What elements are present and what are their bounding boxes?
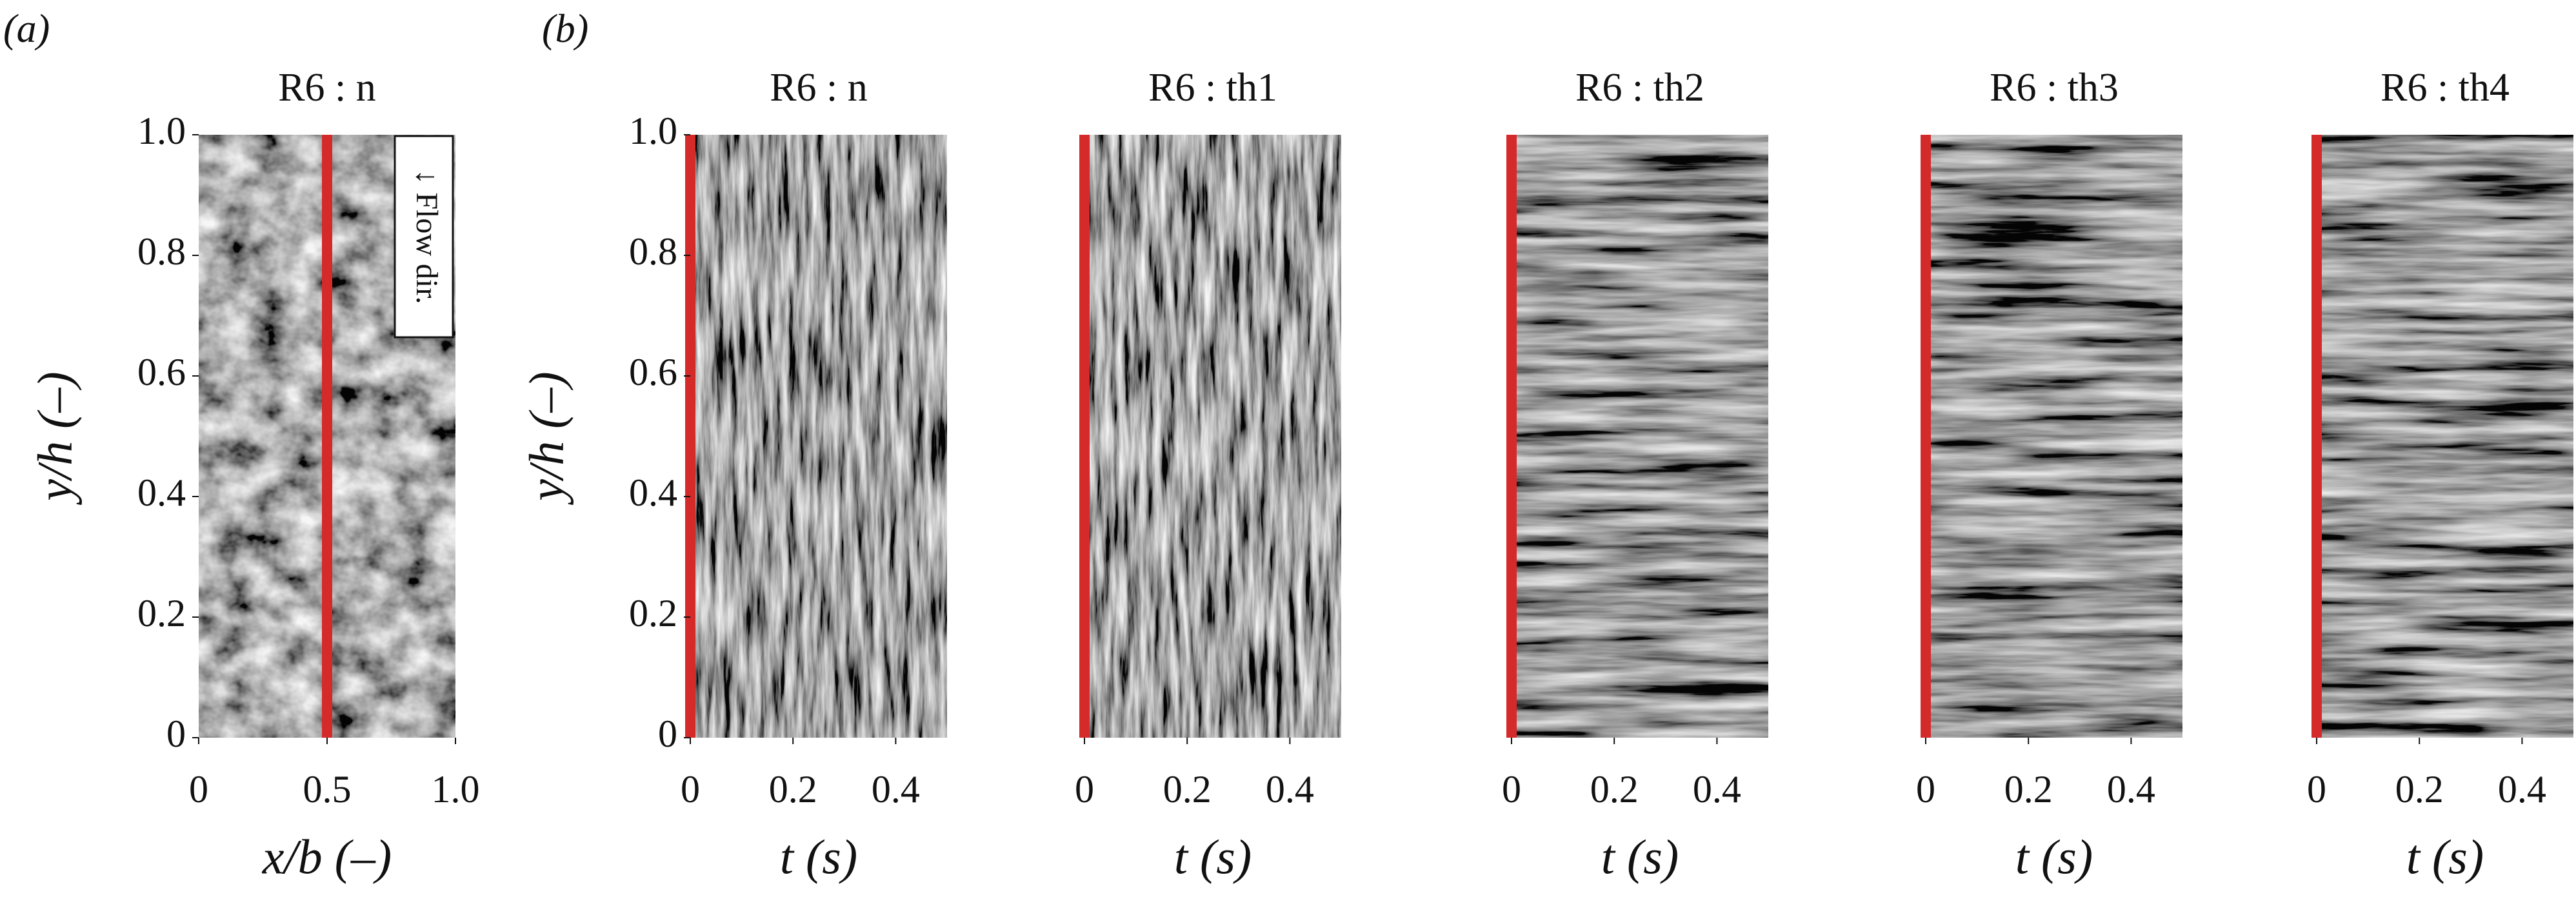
panel-title: R6 : th1 [1148,66,1277,110]
marker-line [685,135,695,738]
x-axis-label: t (s) [2406,830,2484,884]
x-axis-label: x/b (–) [262,830,392,884]
annotation: ↓ Flow dir. [410,169,444,304]
y-tick-label: 0.4 [137,471,186,514]
panel-label: (a) [3,7,50,51]
y-tick-label: 0.4 [629,471,677,514]
x-tick-label: 0.4 [2498,768,2546,811]
x-tick-label: 0 [1916,768,1935,811]
x-tick-label: 0.4 [1266,768,1314,811]
x-tick-label: 0 [1075,768,1094,811]
x-tick-label: 0.2 [1590,768,1639,811]
x-axis-label: t (s) [1601,830,1679,884]
image [1084,135,1341,738]
x-axis-label: t (s) [1174,830,1252,884]
y-tick-label: 0.8 [629,230,677,273]
x-axis-label: t (s) [780,830,857,884]
x-tick-label: 0.2 [2395,768,2444,811]
x-tick-label: 0 [2307,768,2326,811]
x-tick-label: 0.4 [872,768,920,811]
y-tick-label: 0.2 [629,592,677,635]
x-tick-label: 0.4 [1693,768,1741,811]
x-tick-label: 1.0 [432,768,480,811]
marker-line [1079,135,1090,738]
x-tick-label: 0 [1502,768,1521,811]
marker-line [1506,135,1517,738]
x-tick-label: 0.5 [303,768,352,811]
x-tick-label: 0.2 [1163,768,1212,811]
image [2317,135,2573,738]
panel-title: R6 : th2 [1575,66,1704,110]
y-tick-label: 0.8 [137,230,186,273]
marker-line [322,135,332,738]
x-tick-label: 0.2 [2004,768,2053,811]
y-axis-label: y/h (–) [519,371,574,505]
x-tick-label: 0.4 [2107,768,2155,811]
x-tick-label: 0 [189,768,208,811]
y-tick-label: 0.6 [629,351,677,393]
y-tick-label: 1.0 [137,110,186,152]
y-tick-label: 1.0 [629,110,677,152]
y-tick-label: 0.6 [137,351,186,393]
panel-title: R6 : th3 [1990,66,2119,110]
y-tick-label: 0 [166,713,186,755]
marker-line [2311,135,2322,738]
y-axis-label: y/h (–) [28,371,82,505]
image [690,135,947,738]
y-tick-label: 0.2 [137,592,186,635]
marker-line [1921,135,1931,738]
image [1512,135,1768,738]
panel-title: R6 : n [770,66,868,110]
panel-title: R6 : n [278,66,376,110]
annotation-box [394,135,454,339]
y-tick-label: 0 [658,713,677,755]
x-tick-label: 0 [681,768,700,811]
panel-label: (b) [542,7,588,51]
panel-title: R6 : th4 [2381,66,2510,110]
image [1926,135,2182,738]
x-tick-label: 0.2 [769,768,817,811]
x-axis-label: t (s) [2015,830,2093,884]
